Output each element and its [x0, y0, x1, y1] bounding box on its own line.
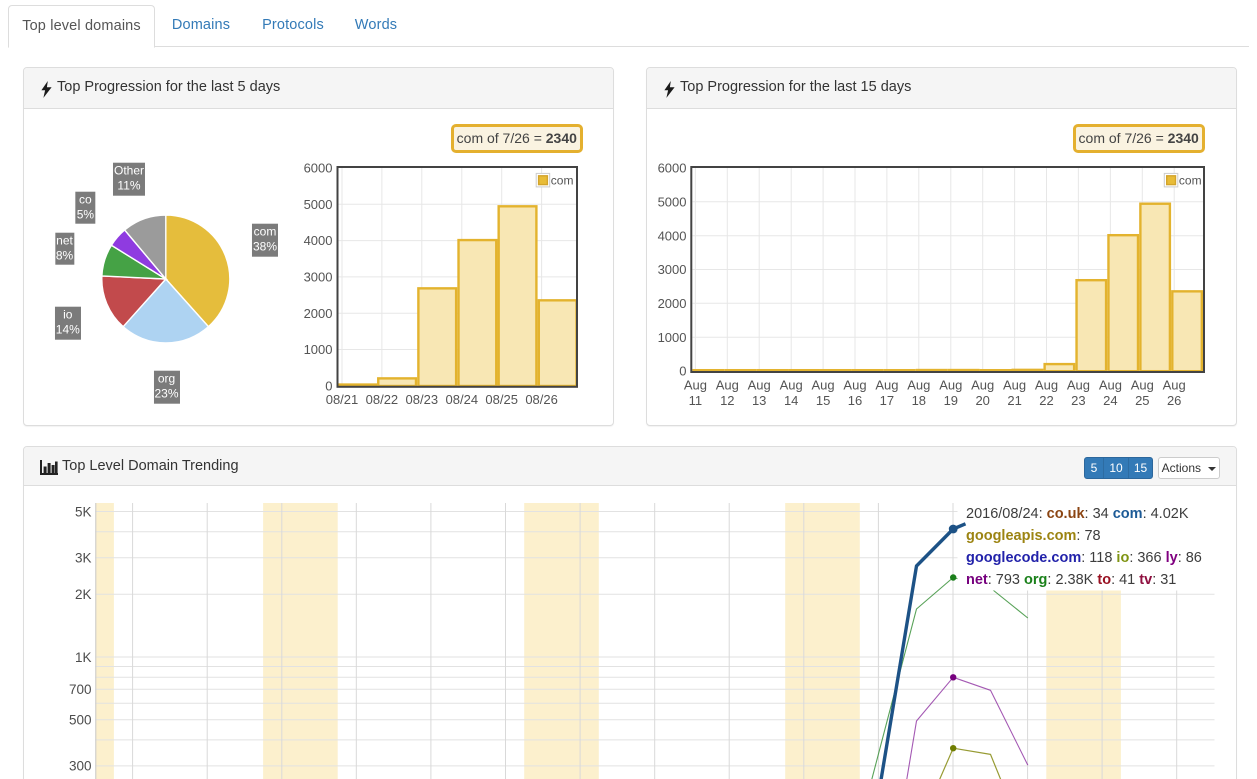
svg-text:08/22: 08/22 [366, 392, 399, 407]
svg-text:Aug: Aug [780, 378, 803, 393]
svg-text:Aug: Aug [748, 378, 771, 393]
svg-text:Aug: Aug [1035, 378, 1058, 393]
svg-text:3K: 3K [75, 551, 92, 566]
svg-text:4000: 4000 [658, 228, 687, 243]
svg-text:5000: 5000 [658, 194, 687, 209]
svg-text:26: 26 [1167, 393, 1181, 408]
svg-text:1K: 1K [75, 650, 92, 665]
svg-text:Aug: Aug [1099, 378, 1122, 393]
svg-text:18: 18 [912, 393, 926, 408]
svg-text:500: 500 [69, 713, 92, 728]
svg-text:13: 13 [752, 393, 766, 408]
svg-text:com: com [1179, 173, 1202, 187]
svg-text:16: 16 [848, 393, 862, 408]
svg-text:11: 11 [689, 393, 703, 408]
svg-text:1000: 1000 [304, 342, 333, 357]
svg-text:Aug: Aug [1067, 378, 1090, 393]
svg-text:Aug: Aug [971, 378, 994, 393]
svg-text:700: 700 [69, 682, 92, 697]
svg-text:6000: 6000 [304, 161, 333, 176]
svg-text:4000: 4000 [304, 233, 333, 248]
svg-text:Aug: Aug [1163, 378, 1186, 393]
svg-text:6000: 6000 [658, 161, 687, 176]
svg-text:08/25: 08/25 [485, 392, 518, 407]
svg-text:5K: 5K [75, 504, 92, 519]
svg-text:Aug: Aug [875, 378, 898, 393]
svg-text:3000: 3000 [304, 270, 333, 285]
svg-text:15: 15 [816, 393, 830, 408]
svg-text:Aug: Aug [1131, 378, 1154, 393]
svg-text:08/26: 08/26 [525, 392, 558, 407]
svg-text:2K: 2K [75, 587, 92, 602]
svg-text:3000: 3000 [658, 262, 687, 277]
svg-text:Aug: Aug [939, 378, 962, 393]
svg-text:Aug: Aug [843, 378, 866, 393]
svg-text:19: 19 [944, 393, 958, 408]
svg-text:0: 0 [679, 364, 686, 379]
svg-text:2000: 2000 [304, 306, 333, 321]
svg-text:08/23: 08/23 [406, 392, 439, 407]
svg-text:Aug: Aug [907, 378, 930, 393]
svg-text:5000: 5000 [304, 197, 333, 212]
svg-text:25: 25 [1135, 393, 1149, 408]
svg-text:17: 17 [880, 393, 894, 408]
svg-text:22: 22 [1039, 393, 1053, 408]
svg-text:Aug: Aug [1003, 378, 1026, 393]
svg-text:com: com [551, 173, 574, 187]
svg-text:Aug: Aug [716, 378, 739, 393]
svg-text:Aug: Aug [684, 378, 707, 393]
svg-text:Aug: Aug [812, 378, 835, 393]
svg-text:300: 300 [69, 759, 92, 774]
svg-text:23: 23 [1071, 393, 1085, 408]
svg-text:21: 21 [1007, 393, 1021, 408]
svg-text:0: 0 [325, 378, 332, 393]
svg-text:08/21: 08/21 [326, 392, 359, 407]
svg-text:14: 14 [784, 393, 798, 408]
svg-text:2000: 2000 [658, 296, 687, 311]
svg-text:24: 24 [1103, 393, 1117, 408]
svg-text:20: 20 [975, 393, 989, 408]
svg-text:12: 12 [720, 393, 734, 408]
svg-text:1000: 1000 [658, 330, 687, 345]
svg-text:08/24: 08/24 [446, 392, 479, 407]
